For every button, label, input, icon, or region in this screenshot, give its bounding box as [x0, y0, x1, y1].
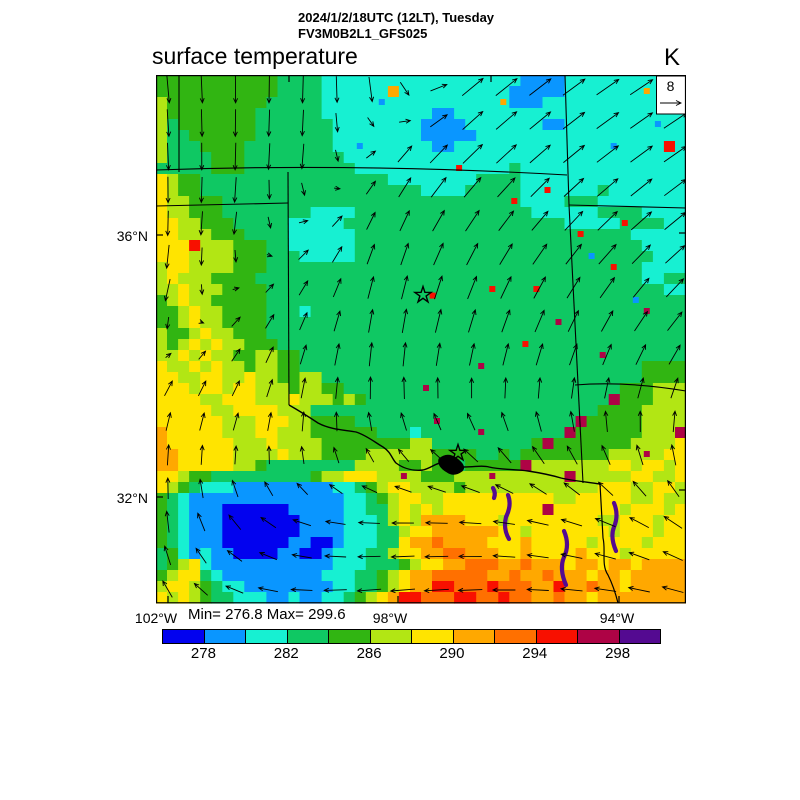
colorbar-tick-label: 278 — [190, 645, 216, 662]
vector-reference-box: 8 — [656, 75, 686, 115]
colorbar-segment — [412, 630, 454, 643]
map-frame — [156, 75, 686, 604]
lat-tick-label: 32°N — [116, 490, 148, 506]
colorbar-segment — [287, 630, 329, 643]
temperature-specks — [356, 88, 661, 479]
colorbar-segment — [578, 630, 620, 643]
minmax-label: Min= 276.8 Max= 299.6 — [188, 606, 346, 623]
colorbar-segment — [329, 630, 371, 643]
colorbar-segment — [495, 630, 537, 643]
lon-tick-label: 98°W — [372, 610, 408, 626]
temperature-field — [156, 75, 686, 604]
colorbar-segment — [453, 630, 495, 643]
colorbar-segment — [536, 630, 578, 643]
colorbar-segment — [370, 630, 412, 643]
colorbar-tick-label: 298 — [605, 645, 631, 662]
red-river-border — [288, 404, 601, 485]
lon-tick-label: 102°W — [134, 610, 178, 626]
state-borders — [156, 75, 686, 484]
river-valleys — [490, 485, 619, 588]
lat-tick-label: 36°N — [116, 228, 148, 244]
colorbar-segment — [163, 630, 205, 643]
vector-reference-value: 8 — [667, 78, 675, 94]
datetime-title: 2024/1/2/18UTC (12LT), Tuesday — [298, 10, 495, 25]
weather-map: 8 — [156, 75, 686, 604]
colorbar-tick-label: 294 — [522, 645, 548, 662]
colorbar — [162, 629, 661, 644]
unit-label: K — [664, 44, 681, 71]
texas-east-border — [599, 483, 619, 604]
lon-tick-label: 94°W — [599, 610, 635, 626]
city-star-marker — [412, 284, 434, 304]
colorbar-tick-label: 290 — [439, 645, 465, 662]
lake-texoma — [438, 454, 464, 475]
city-star-marker — [447, 442, 469, 462]
colorbar-tick-label: 286 — [356, 645, 382, 662]
colorbar-segment — [619, 630, 660, 643]
page-title: surface temperature — [152, 43, 358, 69]
colorbar-segment — [204, 630, 246, 643]
wind-arrows — [162, 75, 686, 598]
colorbar-segment — [246, 630, 288, 643]
colorbar-tick-label: 282 — [273, 645, 299, 662]
model-title: FV3M0B2L1_GFS025 — [298, 26, 428, 41]
